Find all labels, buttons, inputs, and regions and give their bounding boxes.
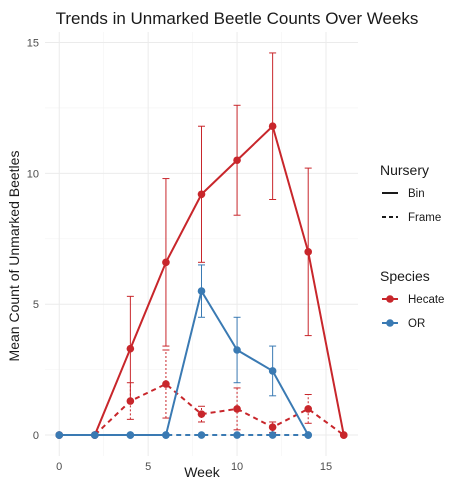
data-point [126,431,135,439]
data-point [268,367,277,375]
x-tick-label: 10 [231,461,243,473]
data-point [162,380,170,388]
data-point [90,431,99,439]
legend: Nursery Bin Frame Species Hecate OR [380,162,444,330]
legend-label: OR [408,318,425,330]
legend-label: Hecate [408,294,444,306]
legend-title: Nursery [380,162,429,178]
data-point [233,346,241,354]
data-point [197,410,206,418]
data-point [268,122,277,131]
data-point [268,431,277,439]
data-point [126,397,135,405]
data-point [233,431,241,439]
data-point [162,258,170,267]
legend-label: Frame [408,212,441,224]
legend-key-point [386,295,394,303]
legend-key-point [386,319,394,327]
data-point [304,431,313,439]
axis-ticks: 0 5 10 15 0 5 10 15 [27,37,332,473]
plot-area [55,52,348,439]
y-tick-label: 5 [33,299,39,311]
y-tick-label: 15 [27,37,39,49]
data-point [339,431,348,439]
y-tick-label: 0 [33,430,39,442]
data-point [126,344,135,353]
data-point [197,431,206,439]
legend-title: Species [380,268,430,284]
data-point [55,431,64,439]
data-point [304,248,313,256]
data-point [268,423,277,432]
legend-label: Bin [408,188,425,200]
x-tick-label: 15 [320,461,332,473]
x-tick-label: 5 [145,461,151,473]
y-axis-title: Mean Count of Unmarked Beetles [6,151,22,362]
y-tick-label: 10 [27,168,39,180]
series-line [59,290,310,437]
data-point [304,405,313,413]
x-axis-title: Week [184,464,221,480]
data-point [197,190,206,199]
data-point [233,405,241,413]
x-tick-label: 0 [56,461,62,473]
data-point [197,287,206,295]
data-point [233,156,241,165]
chart-title: Trends in Unmarked Beetle Counts Over We… [56,9,419,28]
data-point [162,431,170,439]
